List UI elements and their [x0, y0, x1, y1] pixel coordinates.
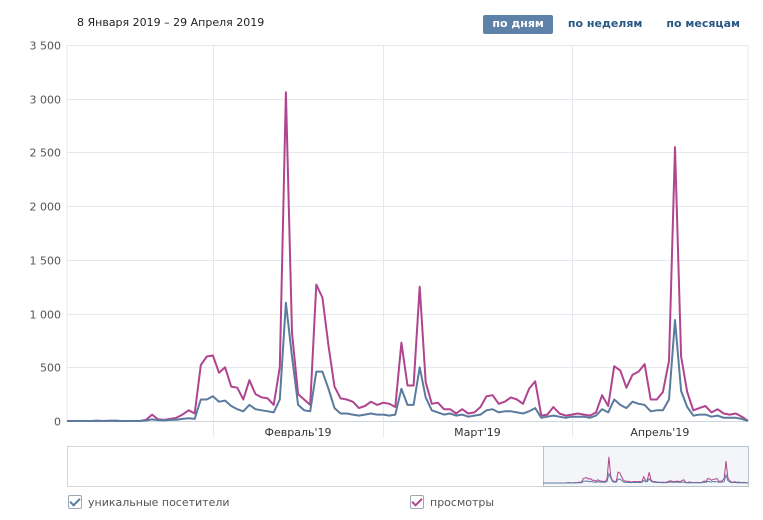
- y-tick-label: 1 500: [30, 255, 62, 268]
- y-axis: 0 500 1 000 1 500 2 000 2 500 3 000 3 500: [30, 40, 62, 429]
- date-range: 8 Января 2019 – 29 Апреля 2019: [77, 16, 265, 29]
- legend-unique[interactable]: уникальные посетители: [68, 495, 230, 509]
- y-tick-label: 1 000: [30, 309, 62, 322]
- period-days-button[interactable]: по дням: [483, 15, 553, 34]
- period-switch: по дням по неделям по месяцам: [483, 15, 749, 34]
- legend-views[interactable]: просмотры: [410, 495, 494, 509]
- unique-series-line: [67, 301, 749, 422]
- y-tick-label: 2 000: [30, 201, 62, 214]
- month-label: Февраль'19: [265, 426, 332, 439]
- y-tick-label: 3 000: [30, 94, 62, 107]
- navigator-unique-line: [543, 471, 749, 484]
- y-tick-label: 3 500: [30, 40, 62, 53]
- y-tick-label: 500: [40, 362, 61, 375]
- unique-checkbox[interactable]: [68, 495, 82, 509]
- legend-unique-label: уникальные посетители: [88, 495, 230, 509]
- x-axis: Февраль'19 Март'19 Апрель'19: [265, 426, 690, 439]
- period-weeks-button[interactable]: по неделям: [567, 17, 643, 30]
- y-tick-label: 2 500: [30, 147, 62, 160]
- month-label: Март'19: [454, 426, 501, 439]
- range-navigator[interactable]: [67, 446, 749, 487]
- grid-lines: [66, 45, 749, 437]
- period-months-button[interactable]: по месяцам: [666, 17, 740, 30]
- month-label: Апрель'19: [630, 426, 689, 439]
- chart-series: [67, 91, 749, 422]
- views-checkbox[interactable]: [410, 495, 424, 509]
- y-tick-label: 0: [54, 416, 61, 429]
- legend-views-label: просмотры: [430, 495, 495, 509]
- views-series-line: [67, 91, 749, 422]
